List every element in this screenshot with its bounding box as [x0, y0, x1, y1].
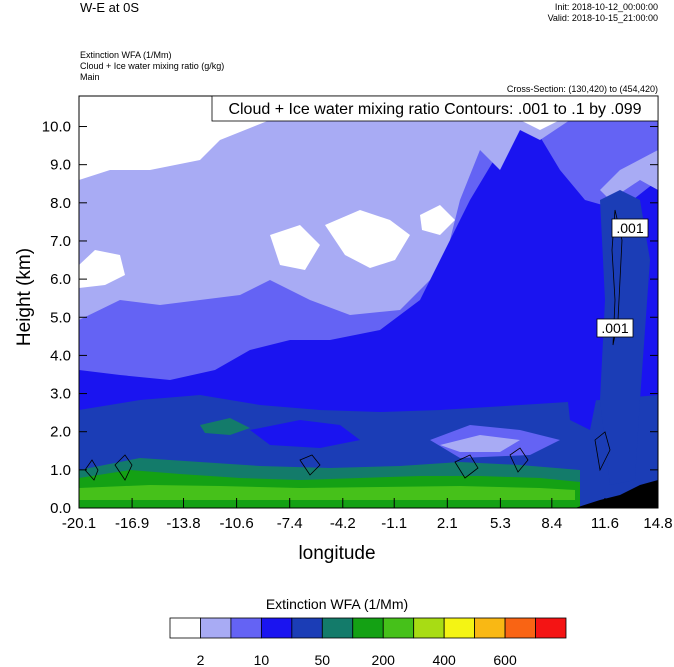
x-tick-label: -4.2 [330, 515, 356, 532]
y-tick-label: 0.0 [50, 500, 71, 517]
colorbar-swatch [413, 617, 445, 639]
x-tick-label: -16.9 [115, 515, 149, 532]
colorbar-swatch [352, 617, 384, 639]
x-tick-label: -7.4 [277, 515, 303, 532]
colorbar-label: 200 [372, 652, 396, 667]
y-tick-label: 10.0 [42, 119, 71, 136]
y-tick-label: 9.0 [50, 157, 71, 174]
x-tick-label: 2.1 [437, 515, 458, 532]
x-tick-label: -13.8 [166, 515, 200, 532]
colorbar-label: 50 [315, 652, 331, 667]
colorbar-label: 10 [254, 652, 270, 667]
colorbar-swatch [291, 617, 323, 639]
y-tick-label: 6.0 [50, 271, 71, 288]
contour-label-lower: .001 [601, 320, 628, 336]
x-tick-label: 5.3 [490, 515, 511, 532]
valid-time: Valid: 2018-10-15_21:00:00 [547, 13, 658, 23]
colorbar: 2 10 50 200 400 600 [169, 617, 567, 667]
colorbar-swatch [200, 617, 232, 639]
colorbar-swatch [443, 617, 476, 639]
x-tick-label: 8.4 [541, 515, 562, 532]
init-time: Init: 2018-10-12_00:00:00 [554, 2, 658, 12]
x-tick-label: -1.1 [381, 515, 407, 532]
x-axis-ticks: -20.1 -16.9 -13.8 -10.6 -7.4 -4.2 -1.1 2.1 5.3 8.… [62, 498, 673, 532]
field-label-extinction: Extinction WFA (1/Mm) [80, 50, 172, 60]
colorbar-swatch [535, 617, 567, 639]
colorbar-swatch [474, 617, 506, 639]
y-tick-label: 8.0 [50, 195, 71, 212]
x-axis-label: longitude [298, 543, 376, 564]
colorbar-swatch [382, 617, 415, 639]
colorbar-swatch [169, 617, 201, 639]
contour-label-upper: .001 [616, 220, 643, 236]
y-axis-label: Height (km) [14, 247, 35, 347]
x-tick-label: 11.6 [591, 515, 619, 532]
contour-lines [84, 209, 623, 481]
field-label-cloud-ice: Cloud + Ice water mixing ratio (g/kg) [80, 61, 225, 71]
y-tick-label: 2.0 [50, 424, 71, 441]
field-label-main: Main [80, 72, 100, 82]
colorbar-swatch [504, 617, 536, 639]
y-tick-label: 4.0 [50, 347, 71, 364]
contour-fill-layer [79, 96, 658, 508]
x-tick-label: -10.6 [220, 515, 254, 532]
colorbar-label: 400 [432, 652, 456, 667]
plot-title: W-E at 0S [80, 0, 140, 15]
cross-section-label: Cross-Section: (130,420) to (454,420) [506, 84, 658, 94]
colorbar-label: 2 [197, 652, 205, 667]
x-tick-label: -20.1 [62, 515, 96, 532]
colorbar-swatch [321, 617, 354, 639]
y-tick-label: 3.0 [50, 386, 71, 403]
y-axis-ticks: 0.0 1.0 2.0 3.0 4.0 5.0 6.0 7.0 8.0 9.0 10.0 [42, 119, 658, 517]
colorbar-title: Extinction WFA (1/Mm) [265, 596, 409, 612]
y-tick-label: 5.0 [50, 309, 71, 326]
colorbar-swatch [260, 617, 293, 639]
colorbar-swatch [230, 617, 262, 639]
x-tick-label: 14.8 [643, 515, 672, 532]
contour-info-label: Cloud + Ice water mixing ratio Contours:… [228, 101, 641, 118]
colorbar-label: 600 [493, 652, 517, 667]
y-tick-label: 1.0 [50, 462, 71, 479]
y-tick-label: 7.0 [50, 233, 71, 250]
